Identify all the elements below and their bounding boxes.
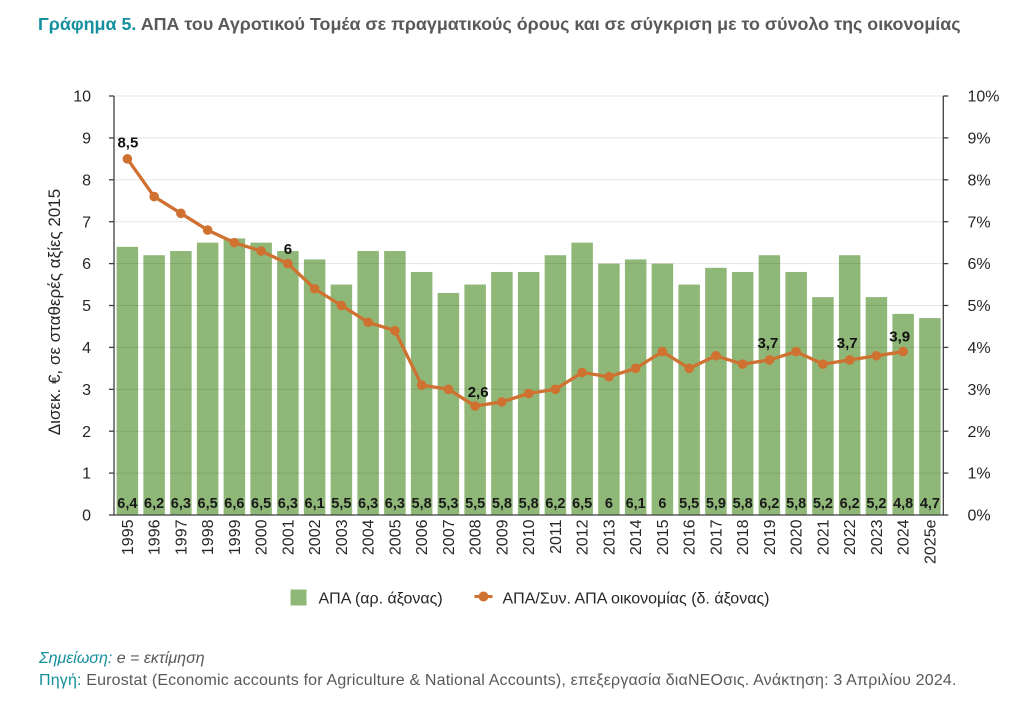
- svg-text:2010: 2010: [521, 519, 538, 555]
- svg-text:6,5: 6,5: [198, 496, 218, 512]
- svg-text:5,8: 5,8: [519, 496, 539, 512]
- svg-text:2003: 2003: [334, 519, 351, 555]
- svg-text:3,7: 3,7: [837, 335, 858, 352]
- svg-text:1998: 1998: [200, 519, 217, 555]
- svg-text:4%: 4%: [968, 340, 991, 357]
- svg-text:6,5: 6,5: [572, 496, 592, 512]
- svg-text:2011: 2011: [548, 519, 565, 554]
- svg-text:Δισεκ. €, σε σταθερές αξίες 20: Δισεκ. €, σε σταθερές αξίες 2015: [45, 189, 64, 435]
- svg-text:6,1: 6,1: [305, 496, 325, 512]
- svg-text:6: 6: [658, 496, 666, 512]
- svg-text:9%: 9%: [968, 131, 991, 148]
- svg-text:6,4: 6,4: [117, 496, 137, 512]
- svg-text:2014: 2014: [628, 519, 645, 555]
- svg-text:2%: 2%: [968, 424, 991, 441]
- svg-text:4,8: 4,8: [893, 496, 913, 512]
- svg-text:2000: 2000: [254, 519, 271, 555]
- svg-text:6: 6: [82, 256, 91, 273]
- svg-text:2012: 2012: [575, 519, 592, 555]
- svg-text:6: 6: [284, 241, 292, 258]
- svg-text:5,8: 5,8: [733, 496, 753, 512]
- svg-text:1997: 1997: [173, 519, 190, 555]
- svg-text:10: 10: [73, 89, 91, 106]
- svg-text:2015: 2015: [655, 519, 672, 555]
- svg-text:ΑΠΑ/Συν. ΑΠΑ οικονομίας (δ. άξ: ΑΠΑ/Συν. ΑΠΑ οικονομίας (δ. άξονας): [503, 591, 770, 608]
- svg-text:2013: 2013: [601, 519, 618, 555]
- svg-text:3,7: 3,7: [757, 335, 778, 352]
- svg-text:5,2: 5,2: [813, 496, 833, 512]
- svg-text:6,2: 6,2: [545, 496, 565, 512]
- svg-text:5,5: 5,5: [331, 496, 351, 512]
- svg-text:ΑΠΑ (αρ. άξονας): ΑΠΑ (αρ. άξονας): [319, 591, 443, 608]
- svg-text:6,2: 6,2: [840, 496, 860, 512]
- svg-text:8: 8: [82, 172, 91, 189]
- svg-text:3: 3: [82, 382, 91, 399]
- svg-text:2007: 2007: [441, 519, 458, 555]
- svg-text:2002: 2002: [307, 519, 324, 555]
- svg-text:6,2: 6,2: [144, 496, 164, 512]
- svg-text:1995: 1995: [120, 519, 137, 555]
- svg-text:1996: 1996: [147, 519, 164, 555]
- svg-text:3,9: 3,9: [889, 329, 910, 346]
- svg-text:2009: 2009: [494, 519, 511, 555]
- svg-text:9: 9: [82, 131, 91, 148]
- svg-text:0: 0: [82, 508, 91, 525]
- svg-text:4: 4: [82, 340, 91, 357]
- svg-text:5,2: 5,2: [866, 496, 886, 512]
- svg-text:2017: 2017: [708, 519, 725, 555]
- svg-text:1999: 1999: [227, 519, 244, 555]
- svg-text:2022: 2022: [842, 519, 859, 555]
- svg-text:5: 5: [82, 298, 91, 315]
- svg-text:2016: 2016: [682, 519, 699, 555]
- svg-text:Γράφημα 5. ΑΠΑ του Αγροτικού Τ: Γράφημα 5. ΑΠΑ του Αγροτικού Τομέα σε πρ…: [38, 14, 961, 34]
- svg-text:2019: 2019: [762, 519, 779, 555]
- svg-text:5,8: 5,8: [412, 496, 432, 512]
- svg-text:5%: 5%: [968, 298, 991, 315]
- svg-text:2004: 2004: [361, 519, 378, 555]
- svg-text:5,9: 5,9: [706, 496, 726, 512]
- svg-text:6,2: 6,2: [759, 496, 779, 512]
- svg-text:6,6: 6,6: [224, 496, 244, 512]
- svg-text:6,1: 6,1: [626, 496, 646, 512]
- svg-text:6,5: 6,5: [251, 496, 271, 512]
- svg-text:6,3: 6,3: [358, 496, 378, 512]
- svg-text:2024: 2024: [896, 519, 913, 555]
- svg-text:8%: 8%: [968, 172, 991, 189]
- svg-text:4,7: 4,7: [920, 496, 940, 512]
- svg-text:5,8: 5,8: [786, 496, 806, 512]
- svg-text:7%: 7%: [968, 214, 991, 231]
- svg-text:10%: 10%: [968, 89, 1000, 106]
- svg-text:2025e: 2025e: [922, 519, 939, 564]
- svg-text:Σημείωση: e = εκτίμηση: Σημείωση: e = εκτίμηση: [38, 650, 205, 667]
- svg-text:2: 2: [82, 424, 91, 441]
- svg-text:2020: 2020: [789, 519, 806, 555]
- svg-text:5,5: 5,5: [679, 496, 699, 512]
- svg-text:2008: 2008: [468, 519, 485, 555]
- svg-text:5,3: 5,3: [438, 496, 458, 512]
- svg-text:Πηγή: Eurostat (Economic accou: Πηγή: Eurostat (Economic accounts for Ag…: [39, 672, 957, 689]
- svg-text:2006: 2006: [414, 519, 431, 555]
- svg-text:3%: 3%: [968, 382, 991, 399]
- svg-text:2021: 2021: [815, 519, 832, 555]
- svg-text:0%: 0%: [968, 508, 991, 525]
- svg-text:7: 7: [82, 214, 91, 231]
- svg-text:6%: 6%: [968, 256, 991, 273]
- svg-text:6,3: 6,3: [278, 496, 298, 512]
- svg-text:6,3: 6,3: [171, 496, 191, 512]
- svg-text:2023: 2023: [869, 519, 886, 555]
- svg-text:6,3: 6,3: [385, 496, 405, 512]
- svg-text:2001: 2001: [280, 519, 297, 555]
- svg-text:2018: 2018: [735, 519, 752, 555]
- svg-text:5,8: 5,8: [492, 496, 512, 512]
- svg-text:1: 1: [82, 466, 91, 483]
- svg-text:6: 6: [605, 496, 613, 512]
- svg-text:8,5: 8,5: [117, 134, 138, 151]
- svg-text:1%: 1%: [968, 466, 991, 483]
- svg-text:5,5: 5,5: [465, 496, 485, 512]
- svg-text:2,6: 2,6: [468, 384, 489, 401]
- svg-text:2005: 2005: [387, 519, 404, 555]
